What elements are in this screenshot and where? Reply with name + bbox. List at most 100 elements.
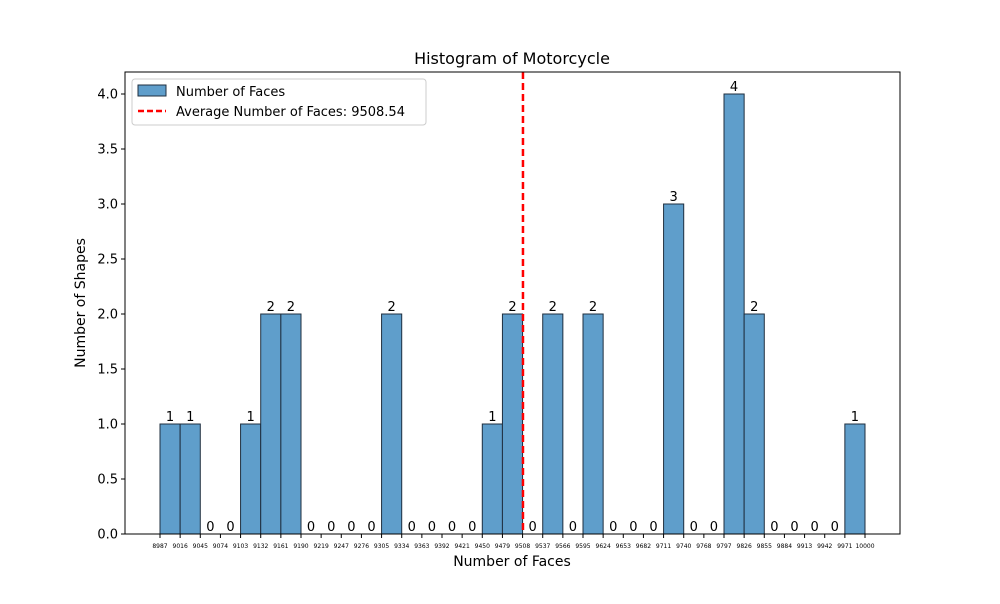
bar-value-label: 1 xyxy=(247,410,255,425)
histogram-bar xyxy=(501,313,524,535)
bar-value-label: 0 xyxy=(609,520,617,535)
bar-value-label: 0 xyxy=(529,520,537,535)
bar-value-label: 2 xyxy=(549,300,557,315)
x-tick-label: 9595 xyxy=(575,543,590,550)
bar-value-label: 2 xyxy=(508,300,516,315)
bar-value-label: 2 xyxy=(750,300,758,315)
x-tick-label: 9392 xyxy=(434,543,449,550)
x-tick-label: 9305 xyxy=(374,543,389,550)
y-axis-label: Number of Shapes xyxy=(73,238,89,368)
y-tick-label: 3.5 xyxy=(97,143,118,158)
x-tick-label: 9653 xyxy=(616,543,631,550)
bar-value-label: 0 xyxy=(831,520,839,535)
y-tick-label: 3.0 xyxy=(97,198,118,213)
bar-value-label: 0 xyxy=(468,520,476,535)
bars-layer xyxy=(159,93,866,535)
histogram-bar xyxy=(723,93,745,535)
bar-value-label: 0 xyxy=(710,520,718,535)
x-tick-label: 9363 xyxy=(414,543,429,550)
x-tick-label: 9740 xyxy=(676,543,691,550)
x-tick-label: 9276 xyxy=(354,543,369,550)
bar-value-label: 3 xyxy=(670,190,678,205)
y-tick-label: 2.0 xyxy=(97,308,118,323)
histogram-bar xyxy=(159,423,181,535)
x-tick-label: 9450 xyxy=(475,543,490,550)
y-tick-label: 0.5 xyxy=(97,473,118,488)
x-tick-label: 9537 xyxy=(535,543,550,550)
bar-value-label: 0 xyxy=(206,520,214,535)
y-tick-label: 0.0 xyxy=(97,528,118,543)
bar-value-label: 0 xyxy=(307,520,315,535)
bar-value-label: 2 xyxy=(287,300,295,315)
histogram-bar xyxy=(381,313,403,535)
x-tick-label: 9161 xyxy=(273,543,288,550)
x-tick-label: 9219 xyxy=(314,543,329,550)
x-tick-label: 9855 xyxy=(757,543,772,550)
bar-value-label: 0 xyxy=(629,520,637,535)
x-tick-label: 9797 xyxy=(716,543,731,550)
histogram-bar xyxy=(260,313,282,535)
x-tick-label: 9566 xyxy=(555,543,570,550)
bar-value-label: 0 xyxy=(770,520,778,535)
x-axis-label: Number of Faces xyxy=(453,554,571,570)
legend-label-average: Average Number of Faces: 9508.54 xyxy=(176,105,405,120)
bar-value-label: 0 xyxy=(408,520,416,535)
x-tick-label: 9913 xyxy=(797,543,812,550)
plot-frame xyxy=(124,71,901,535)
x-tick-label: 9479 xyxy=(495,543,510,550)
chart-title: Histogram of Motorcycle xyxy=(414,49,610,68)
histogram-bar xyxy=(179,423,201,535)
x-tick-label: 9074 xyxy=(213,543,228,550)
bar-value-label: 0 xyxy=(811,520,819,535)
bar-value-label: 0 xyxy=(226,520,234,535)
x-tick-label: 9334 xyxy=(394,543,409,550)
x-tick-label: 9247 xyxy=(334,543,349,550)
bar-value-label: 0 xyxy=(347,520,355,535)
bar-value-label: 1 xyxy=(166,410,174,425)
histogram-bar xyxy=(743,313,765,535)
legend-box xyxy=(131,78,427,126)
bar-value-label: 4 xyxy=(730,80,738,95)
bar-value-label: 1 xyxy=(851,410,859,425)
bar-value-label: 0 xyxy=(690,520,698,535)
histogram-bar xyxy=(844,423,866,535)
legend-label-faces: Number of Faces xyxy=(176,85,285,100)
y-tick-label: 4.0 xyxy=(97,88,118,103)
histogram-bar xyxy=(280,313,302,535)
bar-value-label: 0 xyxy=(790,520,798,535)
x-tick-label: 9624 xyxy=(596,543,611,550)
x-axis: 8987 9016 9045 9074 9103 9132 9161 9190 9219 9247… xyxy=(152,534,875,550)
histogram-bar xyxy=(481,423,503,535)
histogram-bar xyxy=(542,313,564,535)
x-tick-label: 8987 xyxy=(152,543,167,550)
y-axis: 0.0 0.5 1.0 1.5 2.0 2.5 3.0 3.5 4.0 xyxy=(97,88,125,543)
y-tick-label: 1.0 xyxy=(97,418,118,433)
histogram-bar xyxy=(582,313,604,535)
bar-value-label: 0 xyxy=(649,520,657,535)
histogram-bar xyxy=(240,423,262,535)
bar-value-label: 0 xyxy=(367,520,375,535)
x-tick-label: 9942 xyxy=(817,543,832,550)
x-tick-label: 9768 xyxy=(696,543,711,550)
bar-value-label: 1 xyxy=(186,410,194,425)
x-tick-label: 9421 xyxy=(455,543,470,550)
x-tick-label: 9826 xyxy=(737,543,752,550)
x-tick-label: 9971 xyxy=(837,543,852,550)
x-tick-label: 9103 xyxy=(233,543,248,550)
bar-value-label: 0 xyxy=(448,520,456,535)
bar-value-label: 2 xyxy=(388,300,396,315)
x-tick-label: 9884 xyxy=(777,543,792,550)
bar-value-label: 2 xyxy=(267,300,275,315)
histogram-bar xyxy=(663,203,685,535)
bar-value-label: 1 xyxy=(488,410,496,425)
legend: Number of Faces Average Number of Faces:… xyxy=(131,78,427,126)
x-tick-label: 9016 xyxy=(173,543,188,550)
bar-value-label: 0 xyxy=(569,520,577,535)
y-tick-label: 2.5 xyxy=(97,253,118,268)
x-tick-label: 9045 xyxy=(193,543,208,550)
x-tick-label: 9682 xyxy=(636,543,651,550)
legend-swatch-bar xyxy=(137,84,167,97)
